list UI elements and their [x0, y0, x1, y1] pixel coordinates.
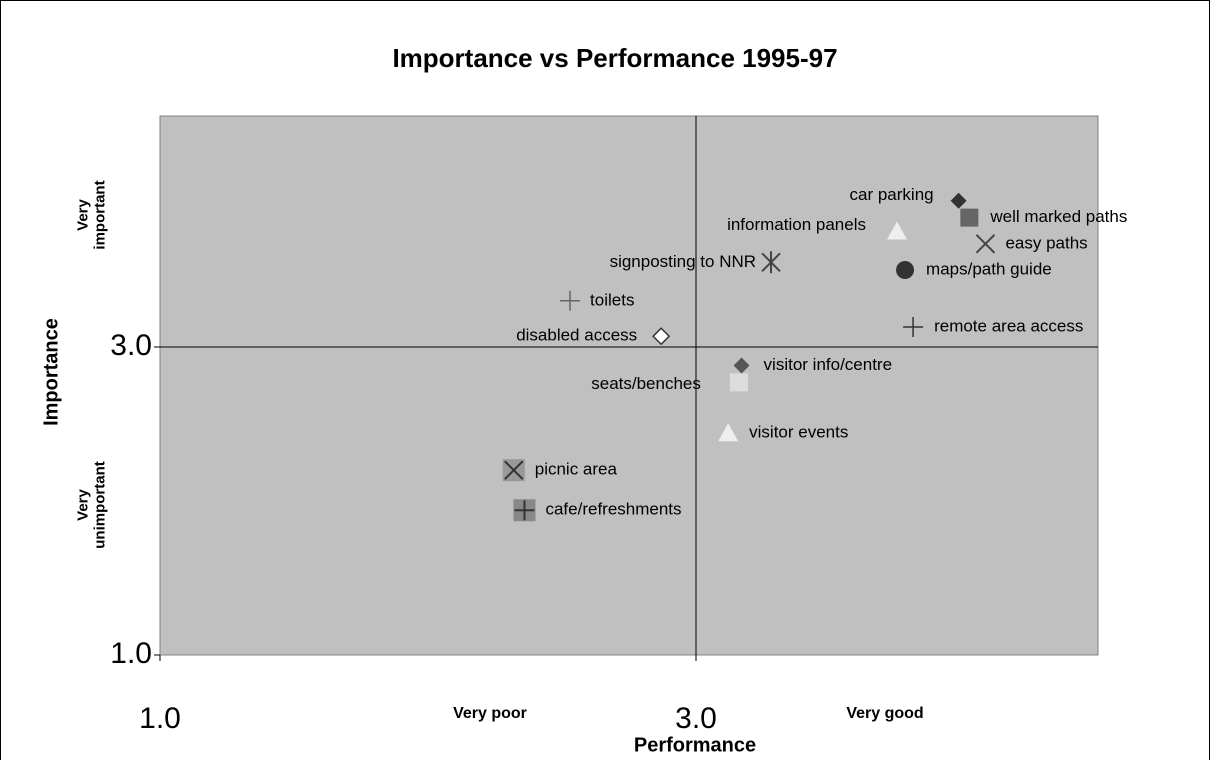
point-label: car parking — [850, 185, 934, 204]
x-annotation: Very poor — [453, 705, 527, 722]
marker-shape — [718, 423, 739, 442]
point-label: visitor info/centre — [764, 355, 893, 374]
y-annotation-text: Veryimportant — [74, 180, 108, 249]
point-label: disabled access — [516, 326, 637, 345]
point-label: seats/benches — [591, 374, 701, 393]
marker-shape — [504, 460, 524, 480]
marker-shape — [903, 316, 924, 337]
point-label: remote area access — [934, 316, 1083, 335]
plot-area — [159, 115, 1099, 656]
marker-shape — [960, 208, 979, 227]
scatter-point — [975, 234, 996, 254]
point-label: visitor events — [749, 423, 848, 442]
y-axis-label: Importance — [40, 318, 62, 426]
point-label: well marked paths — [989, 207, 1127, 226]
scatter-point — [960, 208, 979, 227]
point-label: information panels — [727, 215, 866, 234]
scatter-point — [560, 290, 581, 311]
scatter-point — [729, 373, 748, 392]
x-annotation: Very good — [846, 705, 923, 722]
point-label: picnic area — [535, 460, 618, 479]
point-label: signposting to NNR — [610, 252, 756, 271]
y-tick-label: 1.0 — [110, 637, 152, 670]
scatter-point — [950, 192, 967, 209]
y-annotation: Veryunimportant — [74, 461, 108, 549]
y-annotation: Veryimportant — [74, 180, 108, 249]
scatter-point — [652, 327, 671, 346]
point-label: easy paths — [1005, 233, 1087, 252]
marker-shape — [950, 192, 967, 209]
y-tick-label: 3.0 — [110, 329, 152, 362]
x-tick-label: 1.0 — [139, 702, 181, 735]
marker-shape — [514, 500, 535, 521]
scatter-point — [903, 316, 924, 337]
chart-title: Importance vs Performance 1995-97 — [392, 43, 837, 73]
scatter-point — [761, 251, 781, 274]
scatter-point — [502, 459, 525, 482]
point-label: toilets — [590, 290, 634, 309]
scatter-point — [718, 423, 739, 442]
marker-shape — [975, 234, 996, 254]
y-annotation-text: Veryunimportant — [74, 461, 108, 549]
marker-shape — [761, 251, 781, 274]
scatter-point — [896, 261, 915, 279]
x-tick-label: 3.0 — [675, 702, 717, 735]
x-axis-label: Performance — [634, 734, 756, 756]
marker-shape — [733, 357, 750, 374]
point-label: cafe/refreshments — [545, 500, 681, 519]
scatter-point — [887, 221, 907, 240]
marker-shape — [887, 221, 907, 240]
marker-shape — [652, 327, 671, 346]
marker-shape — [729, 373, 748, 392]
point-label: maps/path guide — [926, 259, 1052, 278]
scatter-point — [733, 357, 750, 374]
marker-shape — [896, 261, 915, 279]
scatter-point — [513, 499, 536, 522]
marker-shape — [560, 290, 581, 311]
